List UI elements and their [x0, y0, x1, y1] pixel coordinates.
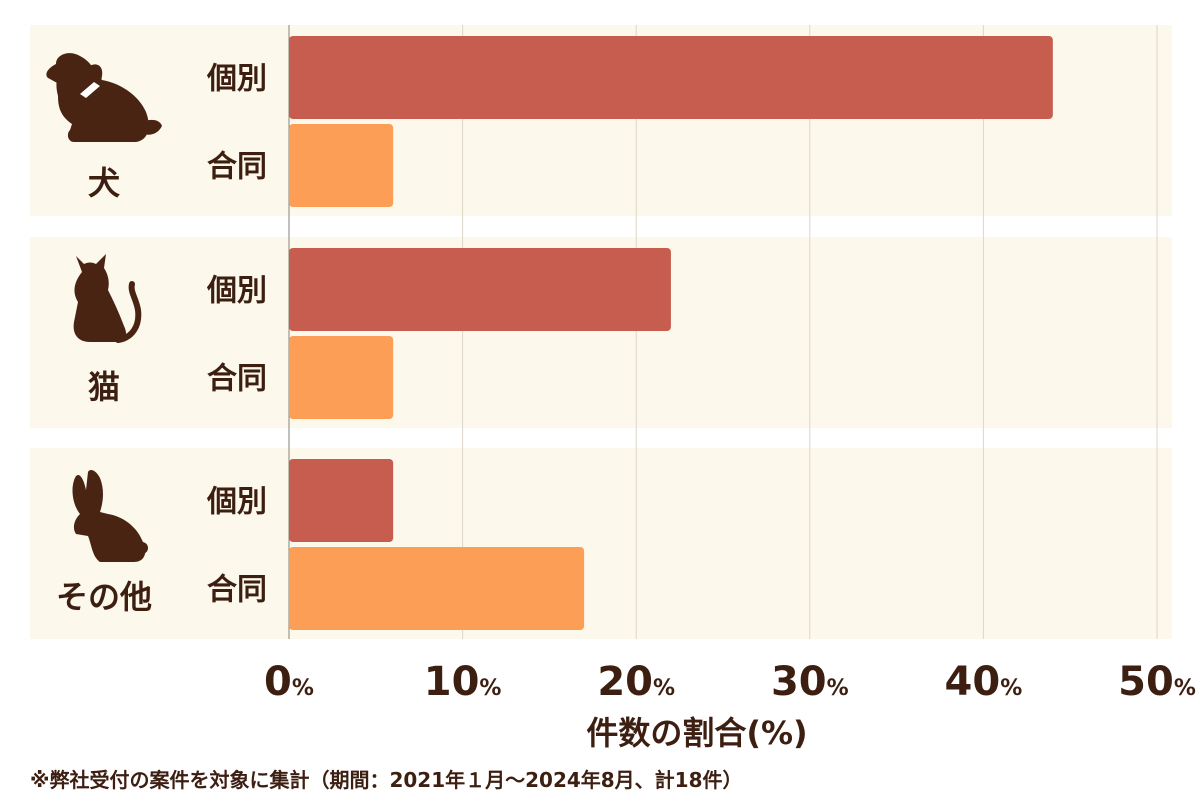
group-label: 猫: [88, 368, 120, 406]
bar: [289, 459, 394, 542]
x-tick-label: 40%: [945, 659, 1023, 705]
bar: [289, 547, 585, 630]
rabbit-icon: [72, 470, 148, 562]
bar: [289, 336, 394, 419]
x-axis-label: 件数の割合(%): [586, 714, 807, 752]
x-tick-label: 10%: [424, 659, 502, 705]
x-tick-label: 0%: [264, 659, 314, 705]
group-label: 犬: [88, 164, 120, 202]
x-tick-label: 20%: [597, 659, 675, 705]
group-label: その他: [56, 578, 152, 616]
series-label: 合同: [207, 362, 267, 397]
series-label: 合同: [207, 150, 267, 185]
group-panel-2: [30, 448, 1172, 639]
series-label: 個別: [206, 62, 267, 97]
series-label: 個別: [206, 274, 267, 309]
bar: [289, 248, 671, 331]
bar: [289, 36, 1053, 119]
series-label: 個別: [206, 485, 267, 520]
series-label: 合同: [207, 573, 267, 608]
cat-icon: [73, 254, 142, 343]
x-tick-label: 50%: [1118, 659, 1196, 705]
dog-icon: [46, 53, 162, 142]
footnote: ※弊社受付の案件を対象に集計（期間：2021年１月～2024年8月、計18件）: [30, 768, 743, 792]
x-tick-label: 30%: [771, 659, 849, 705]
bar: [289, 124, 394, 207]
